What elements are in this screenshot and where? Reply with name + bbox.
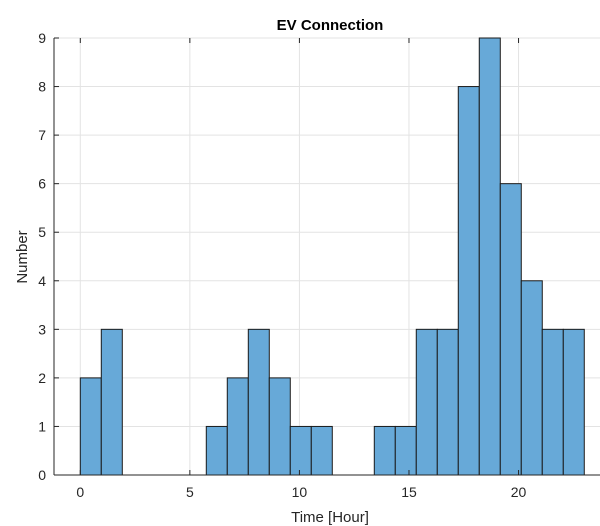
- x-tick-label: 5: [186, 484, 194, 500]
- histogram-bar: [562, 328, 585, 476]
- y-tick-label: 0: [38, 467, 46, 483]
- x-tick-label: 0: [76, 484, 84, 500]
- histogram-bar: [436, 328, 459, 476]
- histogram-bar: [373, 425, 396, 476]
- histogram-bar: [247, 328, 270, 476]
- y-tick-label: 8: [38, 79, 46, 95]
- y-tick-label: 4: [38, 273, 46, 289]
- histogram-bar: [457, 86, 480, 476]
- y-tick-label: 7: [38, 127, 46, 143]
- histogram-bar: [79, 377, 102, 476]
- histogram-bar: [205, 425, 228, 476]
- y-tick-label: 6: [38, 176, 46, 192]
- tick-labels: 0 5 10 15 20 0 1 2 3 4 5 6 7 8 9: [38, 30, 526, 500]
- x-tick-label: 20: [511, 484, 527, 500]
- histogram-bars: [79, 37, 585, 476]
- y-tick-label: 9: [38, 30, 46, 46]
- histogram-bar: [415, 328, 438, 476]
- histogram-bar: [100, 328, 123, 476]
- x-tick-label: 10: [292, 484, 308, 500]
- axes: [53, 37, 600, 476]
- y-tick-label: 5: [38, 224, 46, 240]
- histogram-bar: [289, 425, 312, 476]
- x-axis-label: Time [Hour]: [291, 509, 369, 526]
- histogram-bar: [478, 37, 501, 476]
- histogram-bar: [226, 377, 249, 476]
- histogram-bar: [541, 328, 564, 476]
- histogram-bar: [499, 183, 522, 476]
- histogram-bar: [268, 377, 291, 476]
- y-tick-label: 3: [38, 321, 46, 337]
- x-tick-label: 15: [401, 484, 417, 500]
- histogram-bar: [520, 280, 543, 476]
- y-axis-label: Number: [14, 230, 31, 283]
- chart-title: EV Connection: [277, 17, 384, 34]
- histogram-bar: [310, 425, 333, 476]
- y-tick-label: 1: [38, 418, 46, 434]
- histogram-bar: [394, 425, 417, 476]
- y-tick-label: 2: [38, 370, 46, 386]
